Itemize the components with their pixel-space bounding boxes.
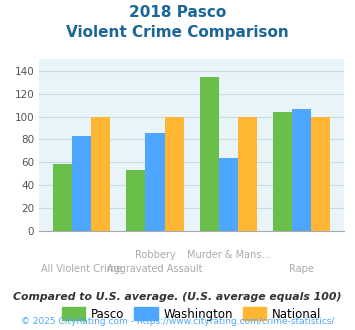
- Text: © 2025 CityRating.com - https://www.cityrating.com/crime-statistics/: © 2025 CityRating.com - https://www.city…: [21, 317, 334, 326]
- Bar: [219, 158, 238, 231]
- Bar: [72, 136, 91, 231]
- Bar: [311, 116, 331, 231]
- Bar: [292, 109, 311, 231]
- Text: Compared to U.S. average. (U.S. average equals 100): Compared to U.S. average. (U.S. average …: [13, 292, 342, 302]
- Text: All Violent Crime: All Violent Crime: [41, 264, 122, 274]
- Text: Murder & Mans...: Murder & Mans...: [187, 250, 270, 260]
- Text: Rape: Rape: [289, 264, 314, 274]
- Bar: [200, 77, 219, 231]
- Text: Violent Crime Comparison: Violent Crime Comparison: [66, 25, 289, 40]
- Bar: [238, 116, 257, 231]
- Text: Aggravated Assault: Aggravated Assault: [107, 264, 203, 274]
- Bar: [146, 133, 164, 231]
- Text: Robbery: Robbery: [135, 250, 175, 260]
- Bar: [273, 112, 292, 231]
- Bar: [126, 170, 146, 231]
- Bar: [91, 116, 110, 231]
- Bar: [53, 163, 72, 231]
- Legend: Pasco, Washington, National: Pasco, Washington, National: [57, 302, 326, 325]
- Bar: [164, 116, 184, 231]
- Text: 2018 Pasco: 2018 Pasco: [129, 5, 226, 20]
